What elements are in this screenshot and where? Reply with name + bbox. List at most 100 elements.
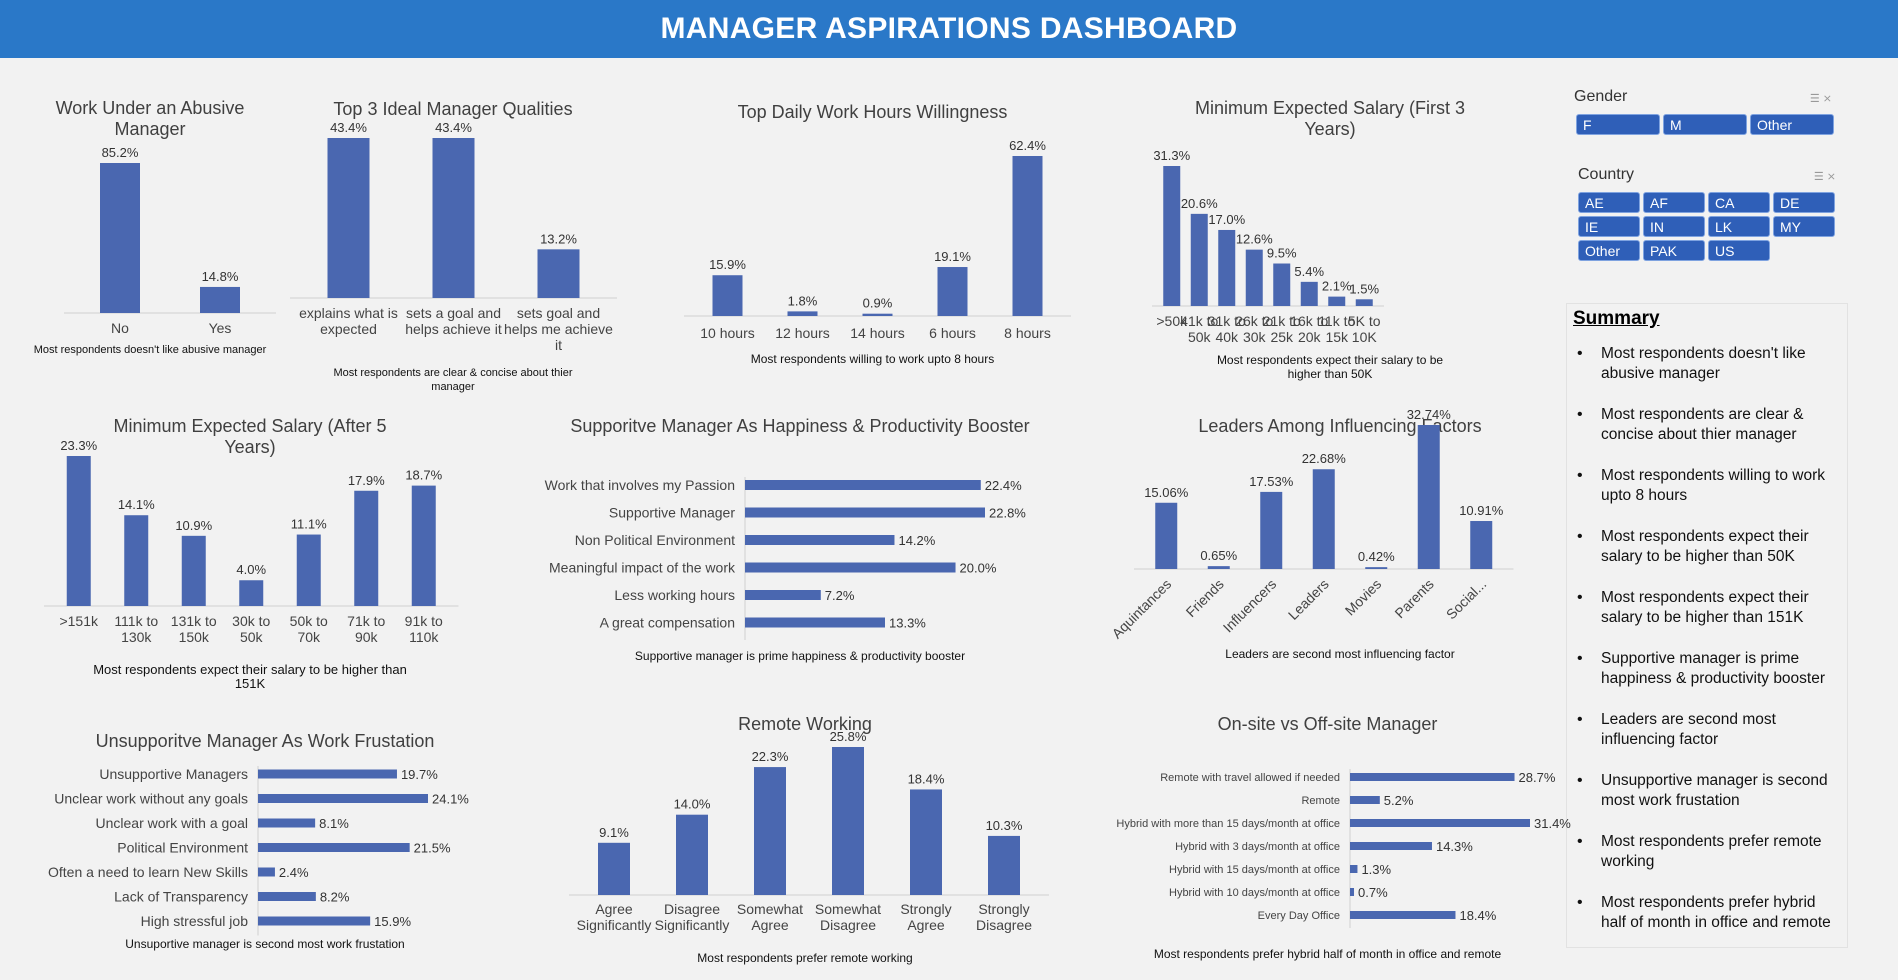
- chart-abusive: Work Under an Abusive Manager 85.2% No 14.8%…: [34, 98, 276, 356]
- bar: [745, 562, 956, 573]
- data-label: 18.4%: [1459, 908, 1496, 923]
- data-label: 31.3%: [1153, 148, 1190, 163]
- bar: [1312, 469, 1335, 569]
- tick-label: Less working hours: [614, 587, 735, 603]
- tick-label: Influencers: [1220, 576, 1280, 636]
- bar: [1155, 502, 1178, 569]
- slicer-chip-country-us[interactable]: US: [1708, 240, 1770, 261]
- data-label: 4.0%: [236, 562, 266, 577]
- data-label: 14.8%: [202, 269, 239, 284]
- chart-salary5: Minimum Expected Salary (After 5 Years) 23…: [44, 416, 459, 691]
- tick-label: explains what is expected: [299, 305, 398, 337]
- tick-label: Non Political Environment: [575, 532, 735, 548]
- data-label: 1.3%: [1361, 862, 1391, 877]
- slicer-chip-country-other[interactable]: Other: [1578, 240, 1640, 261]
- tick-label: Disagree Significantly: [655, 901, 730, 933]
- tick-label: 30k to 50k: [232, 613, 270, 645]
- clear-filter-icon[interactable]: ⨯: [1822, 93, 1832, 105]
- slicer-chip-country-af[interactable]: AF: [1643, 192, 1705, 213]
- chart-title: Top 3 Ideal Manager Qualities: [333, 99, 572, 119]
- data-label: 18.4%: [908, 771, 945, 786]
- bar: [1350, 842, 1432, 850]
- clear-filter-icon[interactable]: ⨯: [1826, 171, 1836, 183]
- tick-label: Supportive Manager: [609, 504, 735, 520]
- data-label: 9.1%: [599, 825, 629, 840]
- bar: [66, 456, 91, 606]
- chart-title: Supporitve Manager As Happiness & Produc…: [570, 416, 1029, 436]
- chart-title: Leaders Among Influencing Factors: [1198, 416, 1481, 436]
- tick-label: 8 hours: [1004, 325, 1051, 341]
- slicer-chip-country-ie[interactable]: IE: [1578, 216, 1640, 237]
- data-label: 2.1%: [1322, 279, 1352, 294]
- chart-title: Work Under an Abusive Manager: [56, 98, 245, 139]
- data-label: 10.9%: [175, 518, 212, 533]
- summary-item: Most respondents prefer remote working: [1567, 832, 1849, 893]
- page-title: MANAGER ASPIRATIONS DASHBOARD: [0, 0, 1898, 58]
- multi-select-icon[interactable]: ☰: [1809, 93, 1820, 105]
- data-label: 15.06%: [1144, 485, 1189, 500]
- bar: [1328, 296, 1346, 306]
- tick-label: sets a goal and helps achieve it: [405, 305, 502, 337]
- tick-label: Parents: [1391, 576, 1436, 621]
- tick-label: 11k to 15k: [1318, 313, 1355, 345]
- tick-label: Hybrid with 10 days/month at office: [1169, 887, 1340, 899]
- tick-label: 16k to 20k: [1290, 313, 1328, 345]
- slicer-chip-country-in[interactable]: IN: [1643, 216, 1705, 237]
- slicer-chip-gender-other[interactable]: Other: [1750, 114, 1834, 135]
- summary-panel: Summary Most respondents doesn't like ab…: [1566, 303, 1848, 948]
- bar: [1350, 865, 1358, 873]
- slicer-chip-country-lk[interactable]: LK: [1708, 216, 1770, 237]
- data-label: 20.6%: [1181, 196, 1218, 211]
- data-label: 31.4%: [1534, 816, 1571, 831]
- tick-label: Aquintances: [1109, 576, 1175, 642]
- multi-select-icon[interactable]: ☰: [1813, 171, 1824, 183]
- bar: [181, 535, 206, 606]
- slicer-title-country: Country: [1578, 166, 1635, 183]
- summary-list: Most respondents doesn't like abusive ma…: [1567, 344, 1849, 954]
- bar: [1245, 249, 1263, 306]
- tick-label: 50k to 70k: [290, 613, 328, 645]
- slicer-chip-country-ae[interactable]: AE: [1578, 192, 1640, 213]
- data-label: 8.2%: [320, 890, 350, 905]
- tick-label: Hybrid with 3 days/month at office: [1175, 841, 1340, 853]
- slicer-chip-country-ca[interactable]: CA: [1708, 192, 1770, 213]
- data-label: 22.3%: [752, 749, 789, 764]
- slicer-chip-country-de[interactable]: DE: [1773, 192, 1835, 213]
- bar: [1470, 521, 1493, 569]
- summary-item: Most respondents expect their salary to …: [1567, 527, 1849, 588]
- data-label: 5.2%: [1384, 793, 1414, 808]
- data-label: 20.0%: [960, 561, 997, 576]
- tick-label: Friends: [1183, 576, 1227, 620]
- data-label: 24.1%: [432, 792, 469, 807]
- tick-label: Somewhat Disagree: [815, 901, 881, 933]
- tick-label: 31k to 40k: [1208, 313, 1246, 345]
- data-label: 17.9%: [348, 473, 385, 488]
- chart-note: Most respondents willing to work upto 8 …: [751, 352, 994, 366]
- chart-salary3: Minimum Expected Salary (First 3 Years) 31…: [1152, 98, 1465, 381]
- tick-label: Movies: [1342, 576, 1385, 619]
- summary-item: Unsupportive manager is second most work…: [1567, 771, 1849, 832]
- slicer-chip-gender-f[interactable]: F: [1576, 114, 1660, 135]
- slicer-chip-country-pak[interactable]: PAK: [1643, 240, 1705, 261]
- data-label: 1.5%: [1349, 281, 1379, 296]
- tick-label: Social...: [1443, 576, 1490, 623]
- data-label: 0.7%: [1358, 885, 1388, 900]
- tick-label: Unclear work with a goal: [95, 815, 248, 831]
- bar: [354, 490, 379, 606]
- bar: [258, 916, 371, 926]
- chart-note: Most respondents are clear & concise abo…: [333, 367, 572, 393]
- data-label: 17.0%: [1208, 212, 1245, 227]
- bar: [1012, 156, 1043, 316]
- data-label: 5.4%: [1294, 264, 1324, 279]
- tick-label: Lack of Transparency: [114, 888, 248, 904]
- bar: [200, 286, 240, 313]
- bar: [1350, 888, 1355, 896]
- bar: [1365, 567, 1388, 569]
- slicer-chip-gender-m[interactable]: M: [1663, 114, 1747, 135]
- data-label: 10.3%: [986, 818, 1023, 833]
- bar: [712, 275, 743, 316]
- data-label: 22.4%: [985, 478, 1022, 493]
- chart-note: Leaders are second most influencing fact…: [1225, 647, 1454, 661]
- slicer-chip-country-my[interactable]: MY: [1773, 216, 1835, 237]
